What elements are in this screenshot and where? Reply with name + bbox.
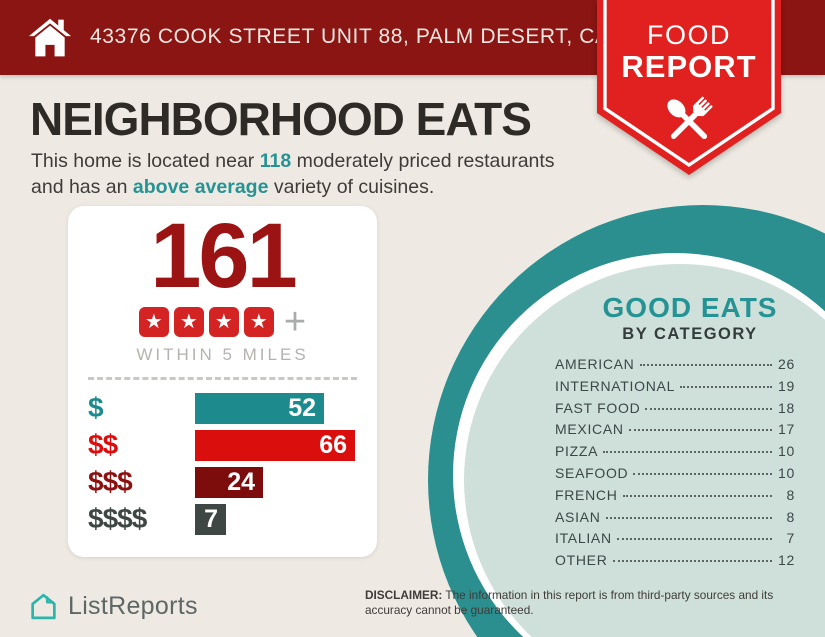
food-report-ribbon: FOOD REPORT — [597, 0, 781, 176]
category-value: 17 — [778, 421, 795, 438]
good-eats-title: GOOD EATS — [602, 292, 778, 323]
dotted-leader — [639, 364, 772, 366]
category-row: SEAFOOD 10 — [555, 465, 795, 487]
price-tier-bar-chart: $52 $$ 66 $$$ 24 $$$$ 7 — [88, 392, 357, 535]
category-row: INTERNATIONAL 19 — [555, 378, 795, 400]
category-value: 12 — [778, 552, 795, 569]
dotted-leader — [628, 429, 772, 432]
restaurant-total: 161 — [150, 205, 298, 307]
price-tier-row: $$$$ 7 — [88, 503, 357, 535]
category-label: FAST FOOD — [555, 399, 641, 416]
dotted-leader — [645, 407, 772, 410]
category-row: PIZZA 10 — [555, 443, 795, 465]
subtitle-text-2: moderately priced restaurants and has an — [31, 150, 555, 198]
category-row: OTHER 12 — [555, 552, 795, 574]
category-row: MEXICAN 17 — [555, 421, 795, 443]
dotted-leader — [603, 451, 772, 454]
property-address: 43376 COOK STREET UNIT 88, PALM DESERT, … — [90, 24, 675, 48]
radius-caption: WITHIN 5 MILES — [136, 344, 309, 364]
dotted-leader — [612, 560, 772, 563]
category-label: OTHER — [555, 552, 608, 569]
price-tier-row: $$$ 24 — [88, 466, 357, 498]
listreports-brand: ListReports — [28, 591, 198, 622]
ribbon-banner-shape — [597, 0, 781, 175]
brand-name: ListReports — [68, 592, 198, 620]
variety-rating: above average — [132, 175, 269, 198]
category-value: 8 — [786, 508, 795, 525]
star-icon: ★ — [138, 306, 169, 337]
price-tier-bar: 24 — [195, 466, 263, 498]
category-row: FRENCH 8 — [555, 487, 795, 509]
dotted-leader — [680, 385, 772, 388]
star-icon: ★ — [243, 306, 274, 337]
plus-sign: + — [283, 300, 307, 343]
category-row: AMERICAN 26 — [555, 356, 795, 378]
star-icons: ★ ★ ★ ★ — [138, 306, 274, 337]
good-eats-subtitle: BY CATEGORY — [622, 325, 758, 343]
price-tier-label: $ — [88, 392, 104, 424]
price-tier-row: $52 — [88, 392, 357, 424]
category-value: 26 — [778, 356, 795, 372]
category-value: 10 — [778, 464, 795, 481]
restaurant-stats-card: 161 ★ ★ ★ ★ + WITHIN 5 MILES $52 $$ 66 $$$ 24 $$… — [68, 206, 377, 557]
category-label: PIZZA — [555, 443, 599, 460]
disclaimer: DISCLAIMER: The information in this repo… — [365, 588, 813, 619]
category-label: FRENCH — [555, 486, 618, 503]
listreports-logo-icon — [31, 593, 56, 620]
crossed-spoon-fork-icon — [667, 96, 713, 140]
category-row: FAST FOOD 18 — [555, 400, 795, 422]
category-row: ASIAN 8 — [555, 509, 795, 531]
category-label: ITALIAN — [555, 530, 612, 547]
category-value: 19 — [778, 377, 795, 394]
price-tier-row: $$ 66 — [88, 429, 357, 461]
category-label: ASIAN — [555, 508, 601, 525]
star-icon: ★ — [208, 306, 239, 337]
good-eats-header: GOOD EATS BY CATEGORY — [545, 292, 825, 344]
category-value: 10 — [778, 443, 795, 460]
home-icon — [28, 18, 72, 56]
subtitle-text-1: This home is located near — [31, 150, 260, 172]
subtitle-text-3: variety of cuisines. — [268, 175, 435, 198]
dotted-leader — [633, 472, 772, 475]
price-tier-bar: 7 — [195, 503, 226, 535]
disclaimer-label: DISCLAIMER: — [365, 588, 443, 602]
ribbon-title-line2: REPORT — [621, 49, 757, 84]
page-subtitle: This home is located near 118 moderately… — [31, 149, 581, 200]
category-label: AMERICAN — [555, 356, 635, 372]
category-list: AMERICAN 26 INTERNATIONAL 19 FAST FOOD 18 MEXI… — [555, 356, 795, 574]
category-value: 8 — [786, 486, 795, 503]
page-title: NEIGHBORHOOD EATS — [30, 93, 532, 145]
price-tier-bar: 52 — [195, 392, 324, 424]
dashed-divider — [88, 376, 357, 380]
restaurant-count: 118 — [259, 150, 292, 172]
price-tier-label: $$$ — [88, 466, 133, 498]
category-label: MEXICAN — [555, 421, 624, 438]
ribbon-content: FOOD REPORT — [597, 0, 781, 156]
category-label: INTERNATIONAL — [555, 377, 676, 394]
price-tier-bar: 66 — [195, 429, 355, 461]
dotted-leader — [616, 538, 772, 541]
price-tier-label: $$ — [88, 429, 118, 461]
category-row: ITALIAN 7 — [555, 530, 795, 552]
dotted-leader — [622, 494, 772, 497]
category-value: 7 — [786, 530, 795, 547]
ribbon-title-line1: FOOD — [647, 20, 731, 50]
price-tier-label: $$$$ — [88, 503, 147, 535]
category-value: 18 — [778, 399, 795, 416]
category-label: SEAFOOD — [555, 464, 629, 481]
dotted-leader — [605, 516, 772, 519]
star-icon: ★ — [173, 306, 204, 337]
rating-stars-row: ★ ★ ★ ★ + — [68, 300, 377, 343]
disclaimer-text: The information in this report is from t… — [365, 588, 774, 618]
